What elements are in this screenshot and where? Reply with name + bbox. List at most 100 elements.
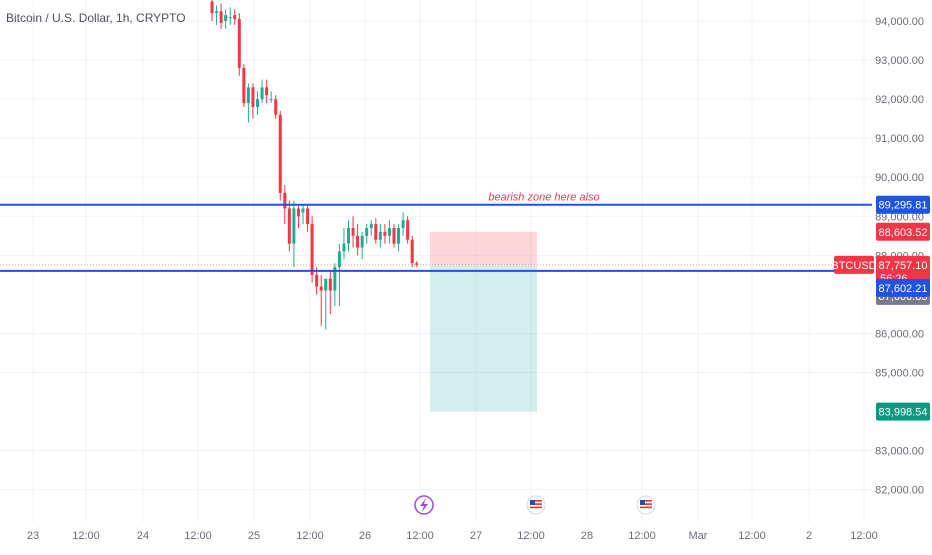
candle-body: [333, 267, 337, 291]
candle-body: [328, 278, 332, 291]
candle-body: [215, 11, 219, 14]
grid: [0, 0, 872, 522]
candle-body: [342, 243, 346, 252]
flag-stripe: [640, 500, 652, 502]
candle-body: [406, 220, 410, 240]
price-tag-current-bg: [876, 255, 930, 286]
price-tag-current-price: 87,757.10: [879, 260, 928, 272]
flag-stripe: [640, 503, 652, 505]
candles: [210, 0, 419, 330]
candle-body: [306, 208, 310, 225]
candle: [351, 216, 355, 248]
price-tag-stop-bg: [876, 222, 930, 241]
candle-body: [369, 224, 373, 229]
x-tick-label: 23: [27, 530, 39, 542]
candle: [215, 5, 219, 25]
candle: [328, 270, 332, 314]
candle: [228, 7, 232, 25]
horizontal-lines[interactable]: [0, 203, 872, 272]
lightning-shape: [420, 498, 428, 512]
short-position-tool[interactable]: [430, 231, 537, 412]
price-tag-stop-text: 88,603.52: [879, 227, 928, 239]
candle: [306, 204, 310, 232]
flag-stripe: [530, 506, 542, 509]
candle: [224, 9, 228, 29]
price-tag-target-bg: [876, 402, 930, 421]
candle-body: [365, 228, 369, 236]
candle: [246, 83, 250, 123]
x-axis: 23 12:00 24 12:00 25 12:00 26 12:00 27 12:00 28 12:…: [27, 530, 878, 542]
candle: [378, 224, 382, 248]
candle-body: [287, 208, 291, 244]
candle: [265, 79, 269, 104]
candle-body: [387, 228, 391, 236]
candle: [260, 79, 264, 104]
flag-field: [640, 500, 652, 510]
x-tick-label: 12:00: [850, 530, 878, 542]
candle: [415, 261, 419, 268]
x-tick-label: 12:00: [184, 530, 212, 542]
candle-body: [251, 87, 255, 107]
y-tick-label: 94,000.00: [875, 16, 924, 28]
symbol-tag-bg: [834, 255, 874, 274]
candle-body: [360, 235, 364, 248]
candle-body: [324, 278, 328, 291]
candle-body: [337, 251, 341, 268]
candle-body: [219, 11, 223, 23]
price-tag-stop: 88,603.52: [876, 222, 930, 241]
y-tick-label: 93,000.00: [875, 55, 924, 67]
symbol-title: Bitcoin / U.S. Dollar, 1h, CRYPTO: [6, 11, 186, 25]
candle: [383, 224, 387, 244]
x-tick-label: 24: [137, 530, 149, 542]
flag-canton: [530, 500, 535, 505]
x-tick-label: 12:00: [406, 530, 434, 542]
annotations[interactable]: bearish zone here also: [488, 192, 599, 204]
candle: [397, 224, 401, 252]
candle-body: [378, 231, 382, 240]
candle: [301, 204, 305, 225]
x-tick-label: 12:00: [628, 530, 656, 542]
candle: [242, 63, 246, 107]
candle: [310, 216, 314, 283]
y-tick-label: 86,000.00: [875, 328, 924, 340]
price-tag-lower-line: 87,602.21: [876, 278, 930, 297]
candle: [392, 224, 396, 248]
price-tag-lower-line-bg: [876, 278, 930, 297]
candle-body: [246, 87, 250, 104]
candle-body: [283, 192, 287, 209]
y-tick-label: 82,000.00: [875, 485, 924, 497]
candle: [387, 220, 391, 244]
candle: [278, 110, 282, 201]
candle-body: [224, 15, 228, 21]
x-tick-label: 27: [470, 530, 482, 542]
x-tick-label: 12:00: [517, 530, 545, 542]
candle: [210, 0, 214, 21]
candle: [251, 83, 255, 119]
candle-body: [347, 228, 350, 244]
event-icons[interactable]: [414, 495, 656, 515]
candle-body: [374, 224, 378, 240]
candle: [324, 278, 328, 330]
candle: [292, 200, 296, 268]
flag-canton: [640, 500, 645, 505]
candle-body: [401, 220, 405, 229]
candle: [296, 204, 300, 229]
price-tag-lower-line-text: 87,602.21: [879, 283, 928, 295]
x-tick-label: 12:00: [296, 530, 324, 542]
price-tag-upper-line: 89,295.81: [876, 195, 930, 214]
event-us-flag-icon: [526, 495, 546, 515]
y-tick-label: 90,000.00: [875, 172, 924, 184]
candle: [219, 3, 223, 29]
candle-body: [319, 286, 323, 291]
price-tag-upper-line-text: 89,295.81: [879, 200, 928, 212]
candle: [333, 263, 337, 307]
candle-body: [310, 224, 314, 275]
x-tick-label: 25: [248, 530, 260, 542]
candle-body: [397, 228, 401, 244]
candle: [365, 224, 369, 244]
candle-body: [351, 228, 355, 236]
price-tag-target: 83,998.54: [876, 402, 930, 421]
candle-body: [269, 99, 273, 101]
